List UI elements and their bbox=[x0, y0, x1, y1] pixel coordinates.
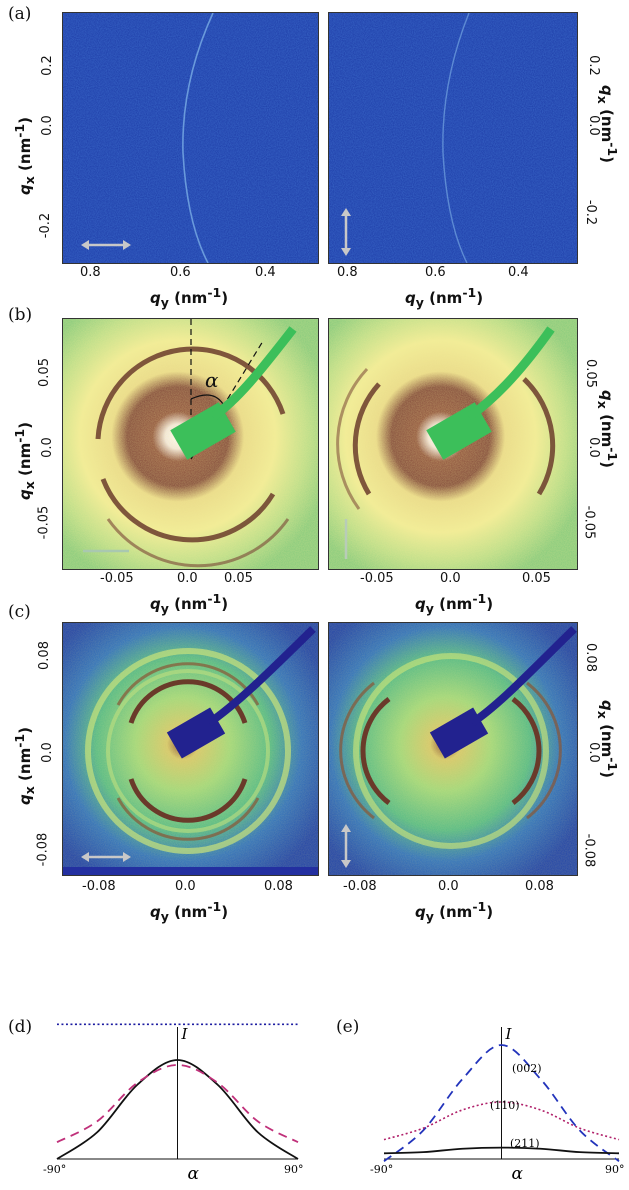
a-y-tick-3: -0.2 bbox=[38, 212, 54, 239]
c-qy-label-right: qy (nm-1) bbox=[415, 899, 494, 924]
b-left-x-tick-1: -0.05 bbox=[100, 571, 134, 586]
x-tick-label: -90° bbox=[370, 1163, 393, 1176]
c-y-tick-3: -0.08 bbox=[35, 832, 51, 867]
a-y-tick-1: 0.2 bbox=[39, 55, 55, 76]
b-right-y-tick-1: 0.05 bbox=[582, 359, 598, 388]
a-qy-label-right: qy (nm-1) bbox=[405, 285, 484, 310]
chart-e: Iα -90° 90° (002) (110) (211) bbox=[370, 1025, 625, 1184]
a-right-x-tick-3: 0.4 bbox=[508, 265, 529, 280]
a-left-x-tick-3: 0.4 bbox=[255, 265, 276, 280]
b-qx-label-right: qx (nm-1) bbox=[595, 390, 620, 468]
c-left-x-tick-3: 0.08 bbox=[264, 879, 293, 894]
c-right-x-tick-2: 0.0 bbox=[438, 879, 459, 894]
panel-label-a: (a) bbox=[8, 4, 32, 24]
series-line bbox=[56, 1059, 299, 1160]
y-axis-label: I bbox=[181, 1025, 189, 1043]
panel-label-c: (c) bbox=[8, 602, 31, 622]
y-axis-label: I bbox=[505, 1025, 513, 1043]
c-right-y-tick-3: -0.08 bbox=[581, 833, 597, 868]
series-label: (211) bbox=[510, 1137, 540, 1150]
c-y-tick-2: 0.0 bbox=[39, 742, 55, 763]
series-label: (002) bbox=[512, 1062, 542, 1075]
series-label: (110) bbox=[490, 1099, 520, 1112]
b-right-x-tick-2: 0.0 bbox=[440, 571, 461, 586]
detector-image-b-left: α bbox=[62, 318, 319, 570]
b-left-x-tick-3: 0.05 bbox=[224, 571, 253, 586]
panel-label-e: (e) bbox=[336, 1017, 360, 1037]
c-left-x-tick-1: -0.08 bbox=[82, 879, 116, 894]
detector-image-a-left bbox=[62, 12, 319, 264]
c-left-x-tick-2: 0.0 bbox=[175, 879, 196, 894]
c-y-tick-1: 0.08 bbox=[36, 641, 52, 670]
x-axis-label: α bbox=[188, 1164, 200, 1184]
alpha-annotation: α bbox=[205, 368, 219, 392]
c-right-y-tick-1: 0.08 bbox=[582, 643, 598, 672]
c-qy-label-left: qy (nm-1) bbox=[150, 899, 229, 924]
a-right-x-tick-2: 0.6 bbox=[425, 265, 446, 280]
x-tick-label: 90° bbox=[284, 1163, 304, 1176]
b-y-tick-2: 0.0 bbox=[39, 437, 55, 458]
series-line bbox=[56, 1064, 299, 1143]
a-qy-label-left: qy (nm-1) bbox=[150, 285, 229, 310]
b-right-y-tick-3: -0.05 bbox=[581, 505, 597, 540]
a-y-tick-2: 0.0 bbox=[39, 115, 55, 136]
detector-image-c-right bbox=[328, 622, 578, 876]
panel-label-d: (d) bbox=[8, 1017, 33, 1037]
b-qx-label-left: qx (nm-1) bbox=[12, 422, 37, 500]
x-tick-label: -90° bbox=[43, 1163, 66, 1176]
c-qx-label-left: qx (nm-1) bbox=[12, 727, 37, 805]
a-right-x-tick-1: 0.8 bbox=[337, 265, 358, 280]
b-right-x-tick-3: 0.05 bbox=[522, 571, 551, 586]
b-y-tick-3: -0.05 bbox=[36, 505, 52, 540]
a-right-y-tick-1: 0.2 bbox=[585, 55, 601, 76]
detector-image-a-right bbox=[328, 12, 578, 264]
detector-image-b-right bbox=[328, 318, 578, 570]
b-qy-label-right: qy (nm-1) bbox=[415, 591, 494, 616]
series-line bbox=[383, 1146, 620, 1155]
b-left-x-tick-2: 0.0 bbox=[177, 571, 198, 586]
x-axis-label: α bbox=[512, 1164, 524, 1184]
b-right-x-tick-1: -0.05 bbox=[360, 571, 394, 586]
a-qx-label-right: qx (nm-1) bbox=[595, 85, 620, 163]
c-right-x-tick-3: 0.08 bbox=[525, 879, 554, 894]
a-left-x-tick-1: 0.8 bbox=[80, 265, 101, 280]
a-left-x-tick-2: 0.6 bbox=[170, 265, 191, 280]
x-tick-label: 90° bbox=[605, 1163, 625, 1176]
panel-label-b: (b) bbox=[8, 305, 33, 325]
series-line bbox=[383, 1101, 620, 1141]
b-qy-label-left: qy (nm-1) bbox=[150, 591, 229, 616]
chart-d: Iα -90° 90° bbox=[43, 1023, 304, 1184]
series-line bbox=[383, 1044, 620, 1162]
b-y-tick-1: 0.05 bbox=[36, 358, 52, 387]
c-right-x-tick-1: -0.08 bbox=[343, 879, 377, 894]
c-qx-label-right: qx (nm-1) bbox=[595, 700, 620, 778]
a-right-y-tick-3: -0.2 bbox=[583, 199, 599, 226]
detector-image-c-left bbox=[62, 622, 319, 876]
a-qx-label-left: qx (nm-1) bbox=[12, 117, 37, 195]
